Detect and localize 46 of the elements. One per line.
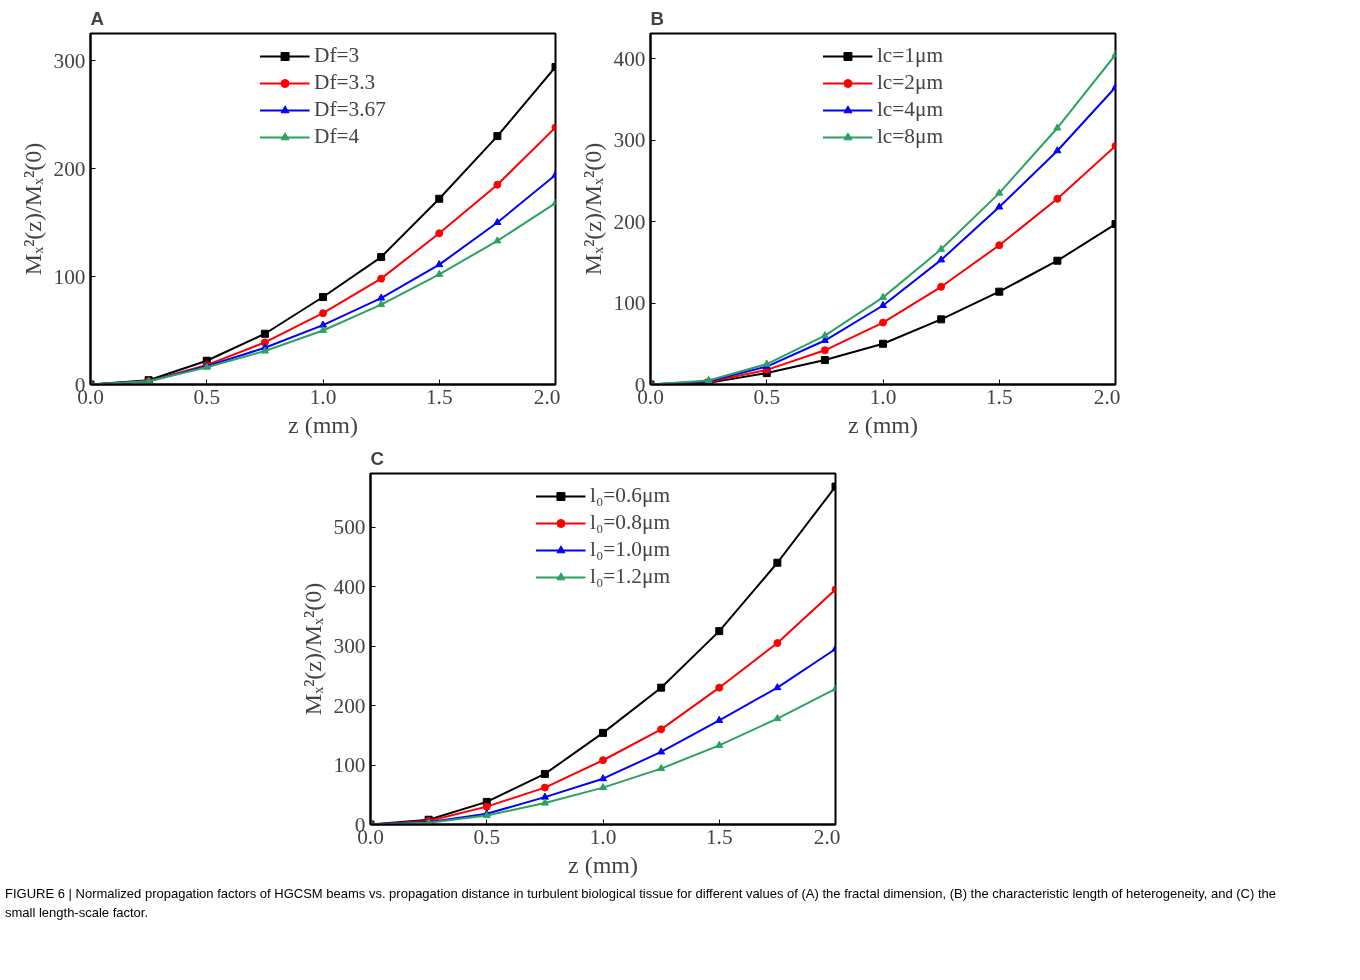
legend-label: lc=4μm	[876, 97, 944, 122]
legend-label: l₀=0.6μm	[589, 483, 671, 508]
x-tick-label: 1.5	[425, 384, 453, 409]
y-tick-label: 100	[613, 291, 646, 316]
legend-label: l₀=1.2μm	[589, 564, 671, 589]
legend-label: lc=1μm	[876, 43, 944, 68]
x-tick-label: 1.0	[589, 824, 617, 849]
y-tick-label: 300	[333, 634, 366, 659]
y-tick-label: 100	[53, 264, 86, 289]
x-tick-label: 1.0	[869, 384, 897, 409]
legend-label: Df=4	[314, 124, 360, 149]
y-tick-label: 400	[333, 574, 366, 599]
x-tick-label: 2.0	[1093, 384, 1121, 409]
x-tick-label: 0.5	[193, 384, 221, 409]
x-axis-title: z (mm)	[848, 411, 918, 438]
chart-title: B	[650, 7, 664, 29]
y-axis-title: Mₓ²(z)/Mₓ²(0)	[19, 142, 46, 276]
x-tick-label: 1.0	[309, 384, 337, 409]
y-tick-label: 100	[333, 753, 366, 778]
chart-title: A	[90, 7, 104, 29]
y-tick-label: 500	[333, 515, 366, 540]
y-axis-title: Mₓ²(z)/Mₓ²(0)	[299, 582, 326, 716]
x-tick-label: 1.5	[985, 384, 1013, 409]
legend-label: Df=3.3	[314, 70, 376, 95]
legend-label: Df=3.67	[314, 97, 386, 122]
x-tick-label: 2.0	[813, 824, 841, 849]
caption: FIGURE 6 | Normalized propagation factors of HGCSM beams vs. propagation distance in turbulent biological tissue for different values of (A) the fractal dimension, (B) the characteristic length of heterogeneity, and (C) the small length-scale factor.	[5, 885, 1278, 922]
y-tick-label: 200	[53, 156, 86, 181]
x-axis-title: z (mm)	[288, 411, 358, 438]
y-tick-label: 400	[613, 46, 646, 71]
y-tick-label: 300	[613, 128, 646, 153]
x-tick-label: 2.0	[533, 384, 561, 409]
legend-label: Df=3	[314, 43, 360, 68]
legend-label: lc=2μm	[876, 70, 944, 95]
y-axis-title: Mₓ²(z)/Mₓ²(0)	[579, 142, 606, 276]
y-tick-label: 300	[53, 48, 86, 73]
legend-label: l₀=1.0μm	[589, 537, 671, 562]
x-tick-label: 0.5	[753, 384, 781, 409]
y-tick-label: 200	[613, 209, 646, 234]
legend-label: l₀=0.8μm	[589, 510, 671, 535]
y-tick-label: 200	[333, 693, 366, 718]
x-axis-title: z (mm)	[568, 851, 638, 878]
x-tick-label: 0.5	[473, 824, 501, 849]
x-tick-label: 1.5	[705, 824, 733, 849]
legend-label: lc=8μm	[876, 124, 944, 149]
chart-title: C	[370, 447, 384, 469]
